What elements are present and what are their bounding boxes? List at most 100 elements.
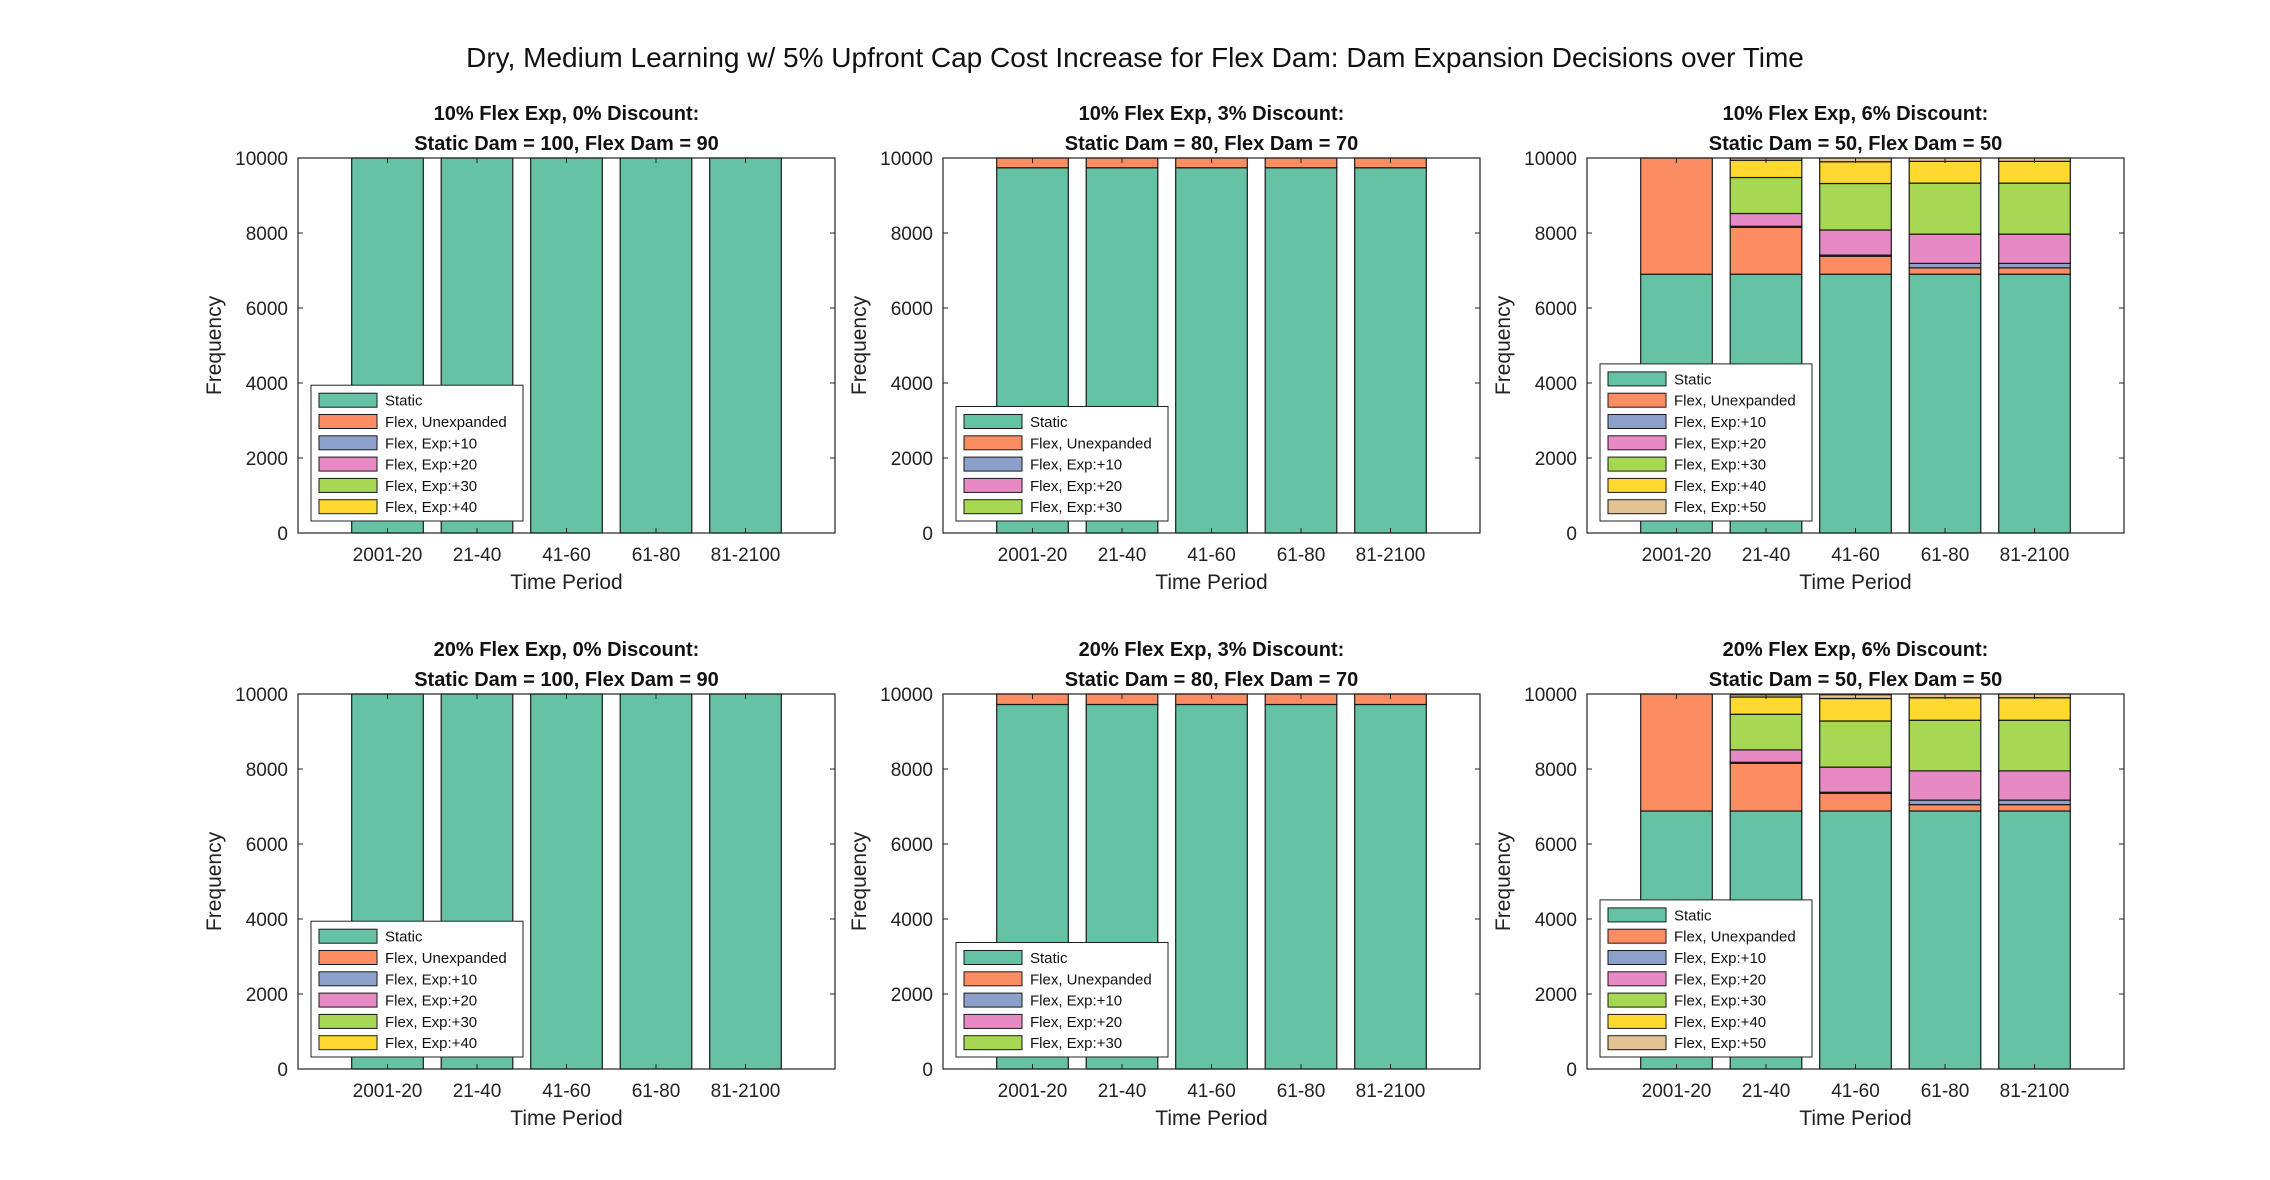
bar-segment <box>1908 770 1982 801</box>
x-tick-label: 21-40 <box>1742 545 1791 566</box>
legend-swatch <box>318 950 378 965</box>
x-tick-label: 61-80 <box>1277 545 1326 566</box>
legend-entry: Flex, Exp:+20 <box>385 993 477 1010</box>
x-tick-label: 61-80 <box>632 1081 681 1102</box>
legend-entry: Flex, Exp:+50 <box>1674 499 1766 516</box>
legend-swatch <box>963 435 1023 451</box>
legend-entry: Flex, Exp:+30 <box>1030 1035 1122 1052</box>
bar-segment <box>1908 262 1982 269</box>
x-tick-label: 41-60 <box>542 1081 591 1102</box>
legend-swatch <box>1607 950 1667 965</box>
legend-swatch <box>318 414 378 429</box>
bar-segment <box>1729 226 1803 275</box>
x-tick-label: 21-40 <box>453 1081 502 1102</box>
bar-segment <box>1998 233 2071 264</box>
legend-swatch <box>1607 971 1667 987</box>
bar-segment <box>1729 713 1803 751</box>
bar-segment <box>1729 749 1803 763</box>
bar-segment <box>619 157 693 534</box>
legend-entry: Flex, Unexpanded <box>1030 435 1152 452</box>
x-axis-label: Time Period <box>1799 1107 1911 1130</box>
legend-swatch <box>1607 907 1667 923</box>
x-tick-label: 2001-20 <box>998 545 1068 566</box>
legend-box <box>310 920 524 1058</box>
legend-swatch <box>963 950 1023 965</box>
subplot-5: 20% Flex Exp, 3% Discount: Static Dam = 8… <box>848 639 1481 1130</box>
y-tick-label: 0 <box>1566 524 1577 545</box>
legend-entry: Flex, Exp:+40 <box>385 1035 477 1052</box>
legend-swatch <box>963 456 1023 472</box>
x-tick-label: 81-2100 <box>2000 1081 2070 1102</box>
bar-segment <box>1819 766 1892 793</box>
y-tick-label: 6000 <box>1535 835 1577 856</box>
y-tick-label: 4000 <box>1535 910 1577 931</box>
legend-swatch <box>318 971 378 987</box>
bar-segment <box>1998 273 2071 534</box>
bar-segment <box>1175 167 1248 534</box>
legend-entry: Flex, Exp:+10 <box>1674 950 1766 967</box>
subplot-title-line2: Static Dam = 50, Flex Dam = 50 <box>1709 669 2003 691</box>
bar-segment <box>1175 703 1248 1070</box>
y-tick-label: 10000 <box>235 685 288 706</box>
legend-swatch <box>1607 456 1667 472</box>
y-axis-label: Frequency <box>203 295 226 395</box>
bar-segment <box>1819 792 1892 812</box>
y-axis-label: Frequency <box>203 831 226 931</box>
bar-segment <box>530 693 603 1070</box>
bar-segment <box>1819 229 1892 256</box>
y-tick-label: 6000 <box>246 299 288 320</box>
y-tick-label: 0 <box>922 524 933 545</box>
legend-swatch <box>963 1013 1023 1029</box>
bar-segment <box>1908 160 1982 184</box>
legend: Static Flex, Unexpanded Flex, Exp:+10 Flex,… <box>1599 899 1813 1058</box>
x-axis-label: Time Period <box>1155 571 1267 594</box>
axes-frame <box>942 693 1481 1070</box>
legend-entry: Flex, Unexpanded <box>385 414 507 431</box>
subplot-title-line1: 10% Flex Exp, 0% Discount: <box>434 103 700 125</box>
x-tick-label: 21-40 <box>1098 1081 1147 1102</box>
legend-entry: Flex, Exp:+30 <box>385 1014 477 1031</box>
bar-segment <box>1998 770 2071 801</box>
subplot-6: 20% Flex Exp, 6% Discount: Static Dam = 5… <box>1492 639 2125 1130</box>
y-tick-label: 2000 <box>246 449 288 470</box>
x-tick-label: 61-80 <box>1277 1081 1326 1102</box>
y-tick-label: 0 <box>277 524 288 545</box>
y-tick-label: 6000 <box>891 299 933 320</box>
x-tick-label: 21-40 <box>1098 545 1147 566</box>
legend-entry: Flex, Exp:+10 <box>385 435 477 452</box>
legend: Static Flex, Unexpanded Flex, Exp:+10 Flex,… <box>310 384 524 522</box>
legend-entry: Flex, Unexpanded <box>1674 393 1796 410</box>
legend-swatch <box>1607 371 1667 387</box>
subplot-title-line2: Static Dam = 100, Flex Dam = 90 <box>414 133 719 155</box>
legend-swatch <box>963 971 1023 987</box>
legend-swatch <box>963 499 1023 515</box>
x-tick-label: 41-60 <box>1831 545 1880 566</box>
bar-segment <box>1998 810 2071 1070</box>
legend-swatch <box>1607 1035 1667 1051</box>
legend-swatch <box>963 1035 1023 1051</box>
y-tick-label: 10000 <box>235 149 288 170</box>
subplot-title-line2: Static Dam = 100, Flex Dam = 90 <box>414 669 719 691</box>
legend-box <box>310 384 524 522</box>
bar-segment <box>1908 804 1982 812</box>
legend-swatch <box>963 477 1023 493</box>
y-tick-label: 8000 <box>246 760 288 781</box>
figure-title: Dry, Medium Learning w/ 5% Upfront Cap C… <box>466 42 1804 73</box>
axes-frame <box>297 693 836 1070</box>
legend-swatch <box>318 992 378 1008</box>
bar-segment <box>1908 697 1982 721</box>
legend-entry: Flex, Exp:+10 <box>1674 414 1766 431</box>
x-axis-label: Time Period <box>1799 571 1911 594</box>
legend-swatch <box>318 1035 378 1051</box>
bar-segment <box>619 693 693 1070</box>
bar-segment <box>1819 255 1892 275</box>
legend-swatch <box>963 414 1023 429</box>
x-tick-label: 2001-20 <box>1642 545 1712 566</box>
bar-segment <box>1998 697 2071 721</box>
y-tick-label: 2000 <box>1535 449 1577 470</box>
x-tick-label: 41-60 <box>1831 1081 1880 1102</box>
legend-swatch <box>1607 392 1667 408</box>
subplot-title-line1: 10% Flex Exp, 6% Discount: <box>1723 103 1989 125</box>
legend-entry: Flex, Exp:+30 <box>1674 993 1766 1010</box>
